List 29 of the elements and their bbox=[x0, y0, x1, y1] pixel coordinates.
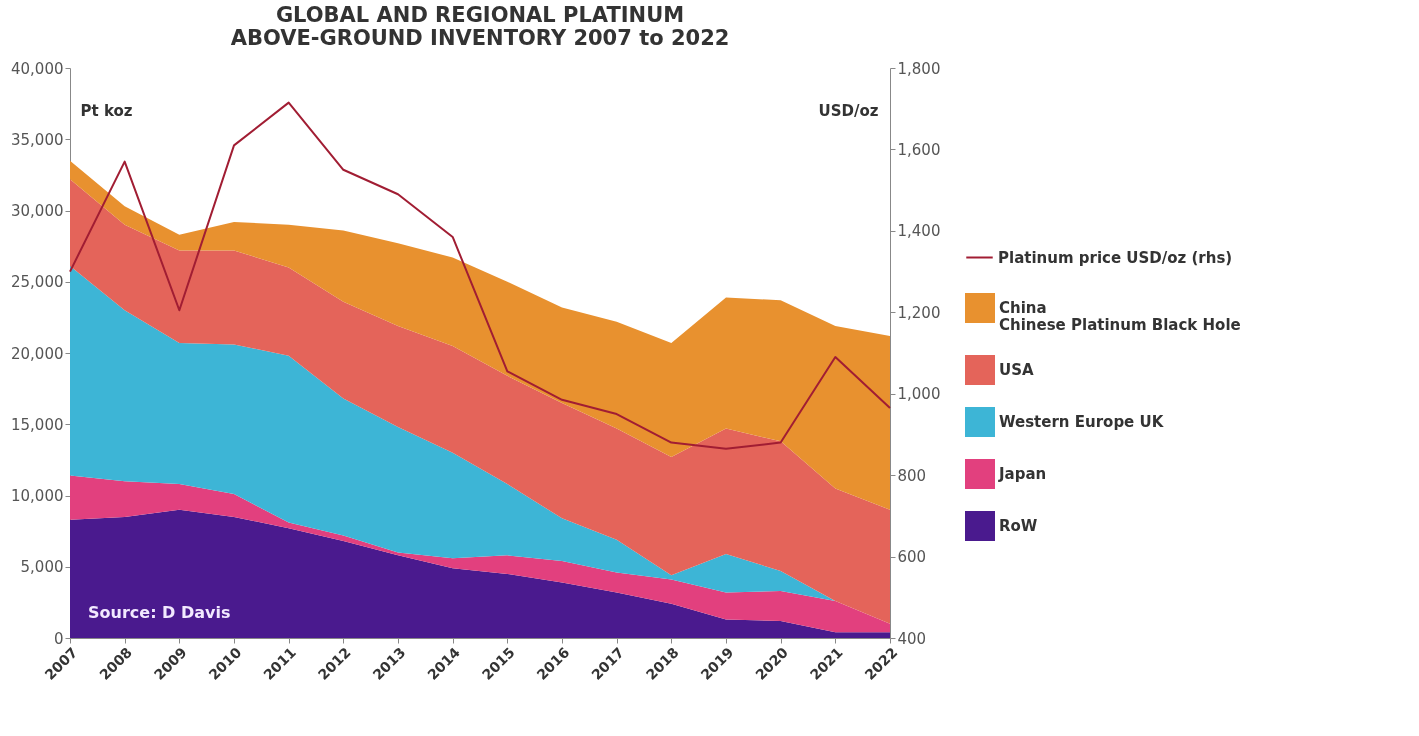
legend-label: USA bbox=[999, 361, 1034, 379]
y-tick-label: 10,000 bbox=[11, 487, 64, 505]
y-tick-label: 30,000 bbox=[11, 202, 64, 220]
y-tick-label: 20,000 bbox=[11, 344, 64, 363]
y-tick-label: 15,000 bbox=[11, 415, 64, 434]
annotation: Source: D Davis bbox=[88, 603, 231, 622]
legend-label: Western Europe UK bbox=[999, 413, 1165, 431]
chart-title: GLOBAL AND REGIONAL PLATINUM ABOVE-GROUND INVENTORY 2007 to 2022 bbox=[230, 3, 730, 50]
y2-tick-label: 1,000 bbox=[897, 385, 941, 404]
legend-label: Japan bbox=[998, 465, 1047, 483]
legend-label: RoW bbox=[999, 517, 1038, 535]
y-tick-label: 25,000 bbox=[11, 273, 64, 292]
y-tick-label: 40,000 bbox=[11, 59, 64, 78]
y2-tick-label: 1,200 bbox=[897, 303, 941, 322]
y2-tick-label: 1,400 bbox=[897, 222, 941, 241]
line-series bbox=[69, 101, 891, 450]
legend-label: Platinum price USD/oz (rhs) bbox=[998, 248, 1233, 267]
y-tick-label: 35,000 bbox=[11, 130, 64, 149]
y2-axis-title: USD/oz bbox=[818, 101, 879, 120]
text: Chinese Platinum Black Hole bbox=[999, 316, 1241, 334]
y2-tick-label: 600 bbox=[897, 548, 927, 567]
y2-tick-label: 1,600 bbox=[897, 140, 941, 159]
y2-tick-label: 800 bbox=[897, 466, 927, 485]
y2-tick-label: 1,800 bbox=[897, 59, 941, 78]
y-tick-label: 0 bbox=[53, 629, 64, 648]
y-axis-title: Pt koz bbox=[80, 101, 133, 120]
y2-tick-label: 400 bbox=[897, 629, 927, 648]
y-tick-label: 5,000 bbox=[20, 558, 64, 577]
legend-label: China bbox=[999, 299, 1047, 317]
